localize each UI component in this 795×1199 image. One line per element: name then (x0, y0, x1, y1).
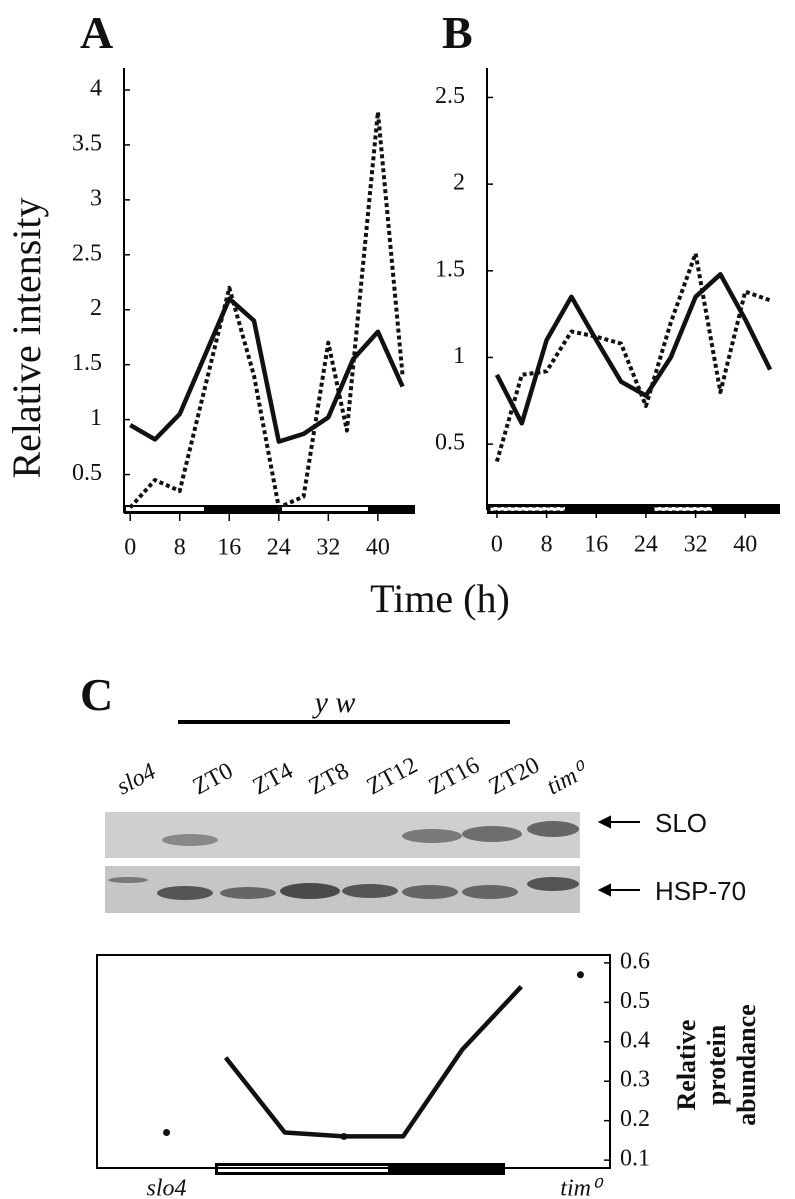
light-bar (124, 504, 780, 514)
line (129, 296, 405, 444)
y-tick-label: 1 (90, 405, 102, 431)
y-tick-label: 0.4 (620, 1027, 650, 1053)
x-tick-label: 0 (124, 535, 136, 561)
plot-frame (96, 954, 611, 1169)
lane-label: slo4 (113, 759, 161, 801)
lane-label: tim⁰ (543, 757, 594, 800)
y-tick-label: 1 (453, 343, 465, 369)
panel-label: B (442, 7, 473, 58)
band-label: HSP-70 (655, 876, 746, 906)
group-label: y w (312, 686, 356, 719)
y-tick-label: 0.3 (620, 1067, 650, 1093)
y-axis-label: Relative intensity (4, 197, 49, 478)
lane-label: ZT16 (425, 752, 484, 800)
y-tick-label: 4 (90, 75, 102, 101)
blot-strips (105, 812, 580, 913)
y-axis-label: abundance (732, 1004, 761, 1125)
x-tick-label: slo4 (147, 1176, 187, 1199)
point (576, 971, 584, 979)
x-tick-label: 40 (366, 535, 390, 561)
lane-label: ZT12 (363, 752, 422, 800)
x-axis-label: Time (h) (370, 576, 510, 621)
point (340, 1132, 348, 1140)
band-label: SLO (655, 808, 707, 838)
y-tick-label: 2.5 (72, 240, 102, 266)
y-tick-label: 3 (90, 185, 102, 211)
arrows (597, 815, 640, 897)
panel-label: C (80, 669, 113, 720)
y-axis-label: Relative (672, 1020, 701, 1111)
y-tick-label: 0.5 (620, 988, 650, 1014)
x-tick-label: 8 (174, 535, 186, 561)
x-tick-label: 24 (634, 532, 658, 558)
y-tick-label: 2 (453, 170, 465, 196)
lane-label: ZT4 (249, 758, 298, 800)
line (223, 985, 523, 1139)
x-tick-label: 8 (541, 532, 553, 558)
x-tick-label: 40 (733, 532, 757, 558)
x-tick-label: 0 (491, 532, 503, 558)
x-tick-label: 24 (267, 535, 291, 561)
x-tick-label: 32 (316, 535, 340, 561)
x-tick-label: tim⁰ (560, 1176, 604, 1199)
y-tick-label: 3.5 (72, 130, 102, 156)
y-tick-label: 0.2 (620, 1106, 650, 1132)
dotted-line (494, 251, 771, 463)
lane-label: ZT8 (305, 758, 354, 800)
y-tick-label: 1.5 (435, 256, 465, 282)
y-tick-label: 0.6 (620, 948, 650, 974)
y-tick-label: 2 (90, 295, 102, 321)
y-tick-label: 2.5 (435, 83, 465, 109)
lane-label: ZT0 (189, 758, 238, 800)
x-tick-label: 16 (584, 532, 608, 558)
dotted-line (128, 110, 405, 510)
y-tick-label: 1.5 (72, 350, 102, 376)
y-tick-label: 0.5 (72, 460, 102, 486)
point (163, 1129, 171, 1136)
lane-label: ZT20 (485, 752, 544, 800)
y-axis-label: protein (702, 1024, 731, 1105)
line (494, 272, 773, 426)
x-tick-label: 16 (217, 535, 241, 561)
x-tick-label: 32 (684, 532, 708, 558)
panel-label: A (80, 7, 113, 58)
y-tick-label: 0.1 (620, 1146, 650, 1172)
y-tick-label: 0.5 (435, 430, 465, 456)
